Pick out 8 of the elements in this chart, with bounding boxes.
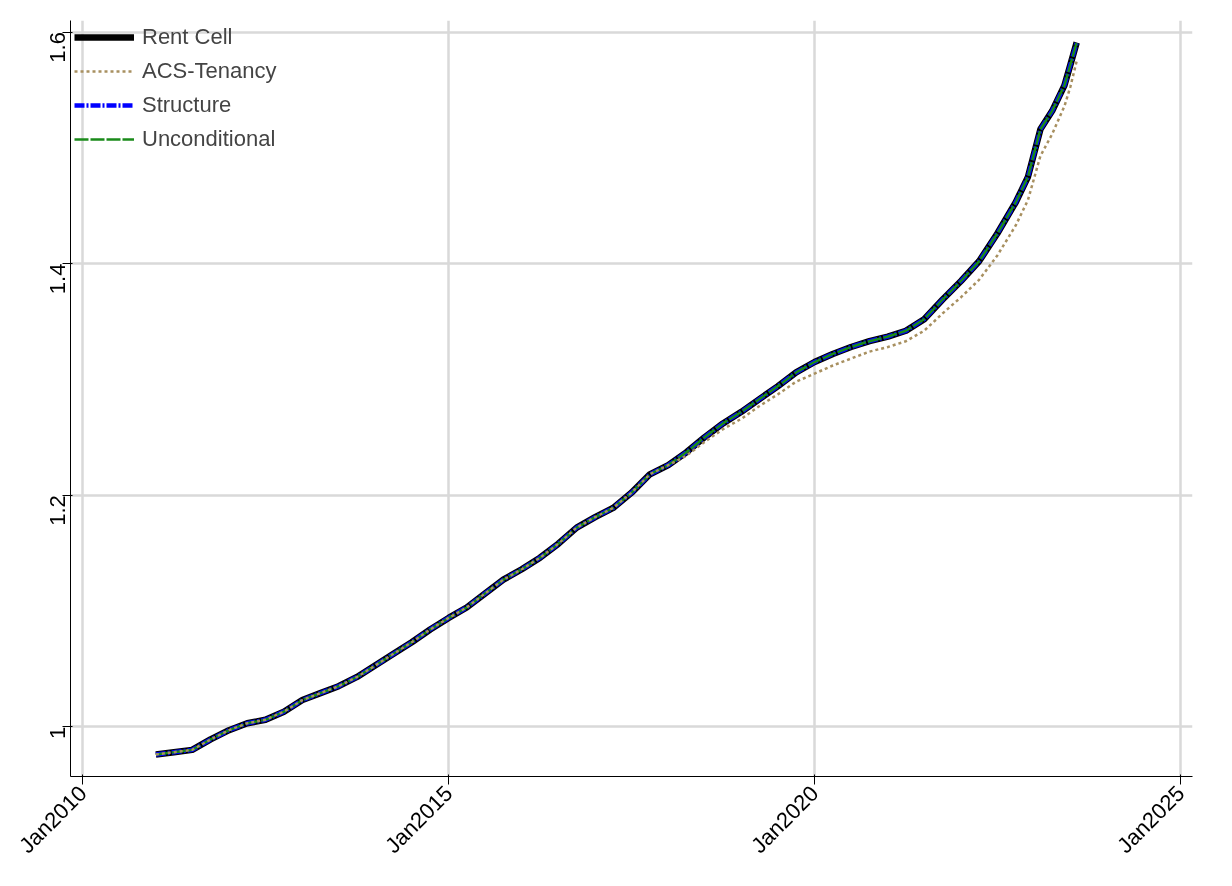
- legend-label: ACS-Tenancy: [142, 58, 277, 84]
- legend-label: Unconditional: [142, 126, 276, 152]
- y-tick-label: 1.2: [45, 495, 70, 526]
- y-tick-label: 1: [45, 726, 70, 739]
- y-tick-label: 1.6: [45, 32, 70, 63]
- legend-label: Rent Cell: [142, 24, 233, 50]
- y-tick-label: 1.4: [45, 263, 70, 295]
- legend-label: Structure: [142, 92, 232, 118]
